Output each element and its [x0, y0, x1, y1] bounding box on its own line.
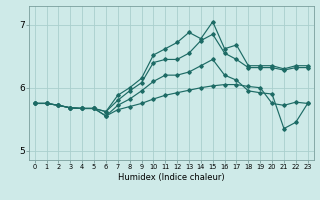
X-axis label: Humidex (Indice chaleur): Humidex (Indice chaleur)	[118, 173, 225, 182]
